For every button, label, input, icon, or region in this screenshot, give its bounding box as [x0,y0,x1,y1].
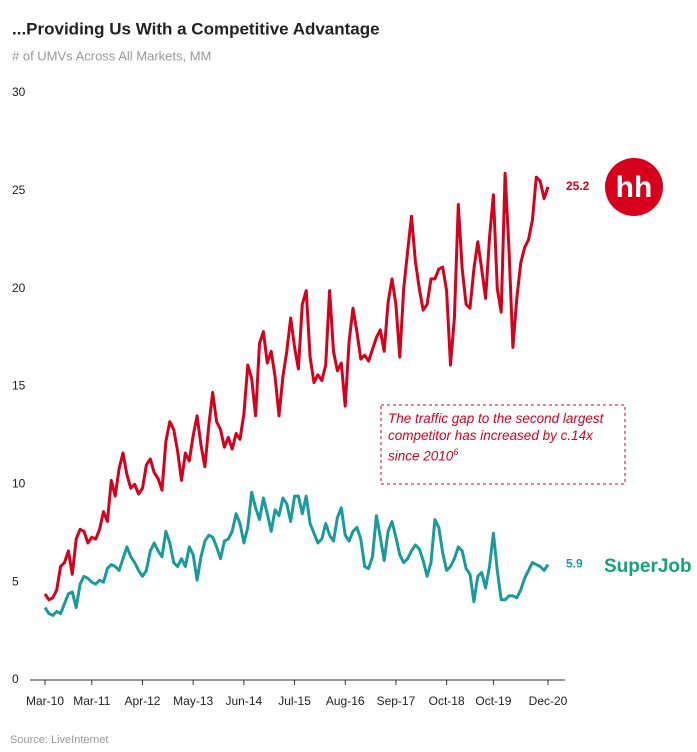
line-series [43,171,550,602]
y-tick-label: 25 [12,183,26,197]
x-tick-label: Mar-11 [73,694,110,708]
x-tick-label: Apr-12 [124,694,160,708]
end-label: 5.9 [566,557,583,571]
y-tick-label: 5 [12,574,19,588]
x-tick-label: Jun-14 [226,694,263,708]
y-tick-label: 0 [12,672,19,686]
x-tick-label: Sep-17 [377,694,416,708]
y-tick-label: 10 [12,477,26,491]
annotation-text: The traffic gap to the second largest co… [388,410,622,465]
x-tick-label: May-13 [173,694,213,708]
annotation-note: 6 [453,447,459,457]
x-tick-label: Mar-10 [26,694,64,708]
annotation-box [380,404,626,485]
source: Source: LiveInternet [10,734,108,746]
y-tick-label: 30 [12,85,26,99]
end-label: 25.2 [566,179,590,193]
annotation-body: The traffic gap to the second largest co… [388,411,604,464]
legend-superjob: SuperJob [604,556,692,577]
x-tick-label: Oct-19 [475,694,511,708]
chart-subtitle: # of UMVs Across All Markets, MM [12,48,211,63]
x-tick-label: Oct-18 [429,694,465,708]
chart-title: ...Providing Us With a Competitive Advan… [12,19,380,38]
x-tick-label: Jul-15 [278,694,311,708]
legend-hh: hh [616,171,653,204]
hh-logo [605,158,663,216]
x-tick-label: Aug-16 [326,694,365,708]
y-tick-label: 15 [12,379,26,393]
annotation: The traffic gap to the second largest co… [388,410,622,465]
line-series [43,490,550,617]
y-tick-label: 20 [12,281,26,295]
x-tick-label: Dec-20 [529,694,568,708]
